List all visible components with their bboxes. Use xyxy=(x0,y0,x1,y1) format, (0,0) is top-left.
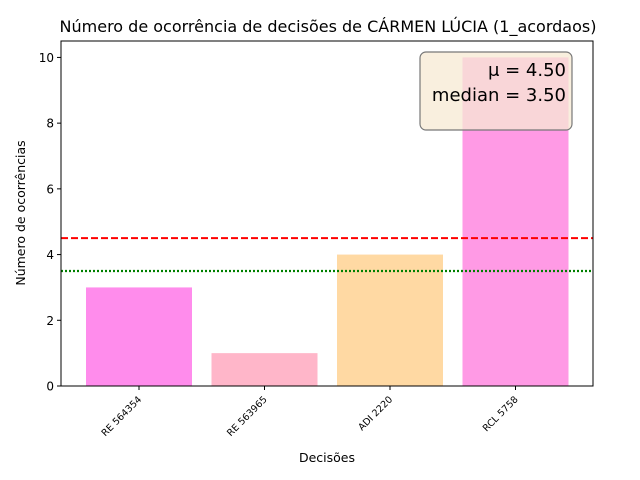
plot-frame xyxy=(60,40,594,387)
stat-lines-group xyxy=(61,237,593,273)
bar-adi-2220 xyxy=(337,254,443,386)
x-tick-label: RCL 5758 xyxy=(481,394,521,434)
x-tick-label: RE 564354 xyxy=(100,394,144,438)
stats-box: μ = 4.50 median = 3.50 xyxy=(419,51,573,131)
y-tick-label: 2 xyxy=(46,314,54,328)
y-tick-label: 0 xyxy=(46,380,54,394)
y-tick-label: 8 xyxy=(46,117,54,131)
y-tick-label: 6 xyxy=(46,182,54,196)
x-tick-label: RE 563965 xyxy=(225,394,269,438)
bar-re-563965 xyxy=(211,353,318,386)
bar-re-564354 xyxy=(86,287,192,386)
stats-median-text: median = 3.50 xyxy=(432,85,566,106)
y-tick-label: 10 xyxy=(39,51,54,65)
x-axis-label: Decisões xyxy=(299,450,355,465)
y-axis: 0 2 4 6 8 10 xyxy=(39,51,61,394)
y-axis-label: Número de ocorrências xyxy=(13,140,28,285)
x-tick-label: ADI 2220 xyxy=(356,394,395,433)
stats-box-background xyxy=(419,51,573,131)
y-tick-label: 4 xyxy=(46,248,54,262)
stats-mean-text: μ = 4.50 xyxy=(488,60,566,81)
x-axis: RE 564354 RE 563965 ADI 2220 RCL 5758 xyxy=(100,386,521,439)
chart-title: Número de ocorrência de decisões de CÁRM… xyxy=(60,17,597,37)
